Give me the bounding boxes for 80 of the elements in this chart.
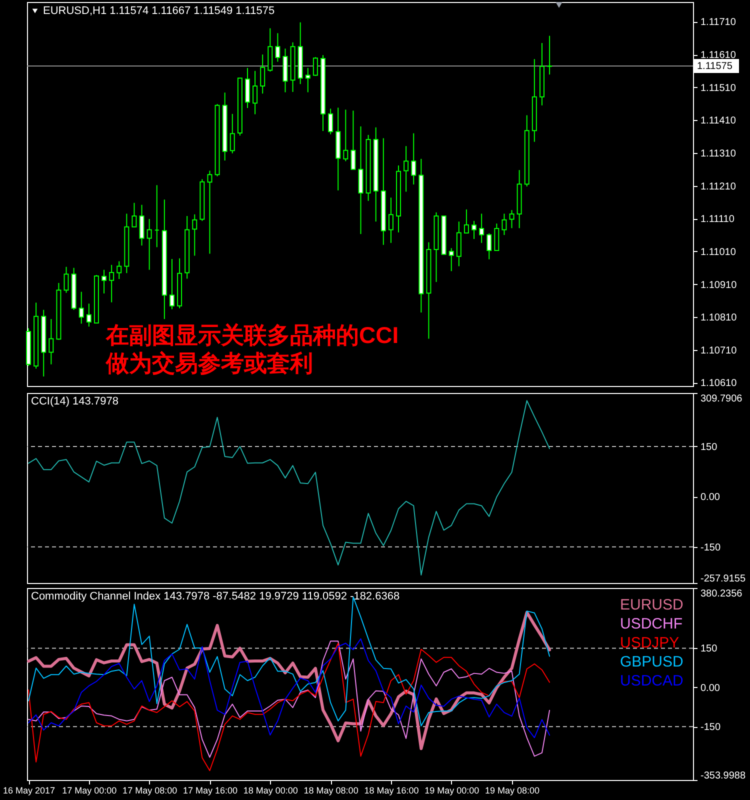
y-tick-label: 1.11710 <box>700 17 736 28</box>
candlestick <box>192 214 198 256</box>
text: EURUSD <box>620 596 684 614</box>
y-tick-label: 0.00 <box>700 682 720 694</box>
y-tick-label: 1.11010 <box>700 246 736 258</box>
candlestick <box>456 221 462 267</box>
candlestick <box>169 258 174 310</box>
x-tick-label: 16 May 2017 <box>2 786 56 796</box>
x-tick-label: 18 May 00:00 <box>243 786 298 796</box>
candlestick <box>252 70 258 115</box>
y-tick-label: 0.00 <box>700 492 720 504</box>
candlestick <box>244 67 250 109</box>
y-tick-label: 1.11410 <box>700 116 736 127</box>
y-tick-label: -150 <box>700 542 721 554</box>
x-tick-label: 19 May 08:00 <box>485 786 540 796</box>
chart-title: EURUSD,H1 1.11574 1.11667 1.11549 1.11575 <box>43 5 275 17</box>
y-tick-label: 1.10710 <box>700 345 738 356</box>
y-tick-label: -150 <box>700 722 721 734</box>
candlestick <box>312 56 318 76</box>
candlestick <box>275 32 280 62</box>
candlestick <box>109 264 114 303</box>
candlestick <box>388 197 394 244</box>
x-tick-label: 19 May 00:00 <box>424 786 480 796</box>
candlestick <box>472 220 477 240</box>
candlestick <box>502 213 507 236</box>
text: USDCAD <box>620 672 684 690</box>
y-tick-label: 1.11110 <box>700 214 735 226</box>
annotation: 在副图显示关联多品种的CCI <box>105 322 399 348</box>
candlestick <box>146 218 152 270</box>
candlestick <box>464 208 469 234</box>
y-tick-label: 1.11210 <box>700 181 736 192</box>
y-tick-label: 1.10910 <box>700 280 738 291</box>
candlestick <box>509 210 514 229</box>
y-tick-label: 309.7906 <box>700 394 743 404</box>
candlestick <box>343 109 348 162</box>
y-tick-label: -353.9988 <box>700 770 746 782</box>
ref-line-label: 1.11575 <box>697 61 733 72</box>
candlestick <box>411 132 416 185</box>
candlestick <box>305 67 310 93</box>
candlestick <box>139 204 144 246</box>
y-tick-label: 1.11510 <box>700 82 736 94</box>
candlestick <box>494 223 500 251</box>
chart-title: CCI(14) 143.7978 <box>31 396 118 408</box>
annotation: 做为交易参考或套利 <box>105 350 313 376</box>
x-tick-label: 18 May 08:00 <box>304 786 358 796</box>
candlestick <box>207 170 212 254</box>
y-tick-label: 1.10810 <box>700 312 738 324</box>
candlestick <box>486 232 492 260</box>
chart-title: Commodity Channel Index 143.7978 -87.5482 19.9729 119.0592 -182.6368 <box>31 590 400 602</box>
x-tick-label: 17 May 08:00 <box>122 786 178 796</box>
y-tick-label: 150 <box>700 644 718 655</box>
candlestick <box>260 54 266 94</box>
y-tick-label: 380.2356 <box>700 588 743 600</box>
candlestick <box>404 146 409 192</box>
candlestick <box>547 35 552 76</box>
candlestick <box>64 266 69 294</box>
text: USDJPY <box>620 634 680 652</box>
candlestick <box>102 269 107 294</box>
text: USDCHF <box>620 616 682 632</box>
candlestick <box>230 113 235 154</box>
candlestick <box>48 318 54 365</box>
text: GBPUSD <box>620 654 684 670</box>
y-tick-label: 1.11610 <box>700 50 736 62</box>
y-tick-label: 150 <box>700 442 718 453</box>
candlestick <box>132 202 137 228</box>
candlestick <box>350 110 356 170</box>
candlestick <box>78 291 84 324</box>
y-tick-label: 1.11310 <box>700 148 736 160</box>
candlestick <box>479 213 484 244</box>
x-tick-label: 18 May 16:00 <box>364 786 419 796</box>
candlestick <box>358 126 364 235</box>
y-tick-label: -257.9155 <box>700 574 746 584</box>
candlestick <box>448 248 454 272</box>
candlestick <box>328 108 334 135</box>
candlestick <box>116 260 122 280</box>
candlestick <box>86 303 92 328</box>
x-tick-label: 17 May 00:00 <box>62 786 117 796</box>
candlestick <box>268 28 273 72</box>
y-tick-label: 1.10610 <box>700 378 738 390</box>
x-tick-label: 17 May 16:00 <box>182 786 238 796</box>
